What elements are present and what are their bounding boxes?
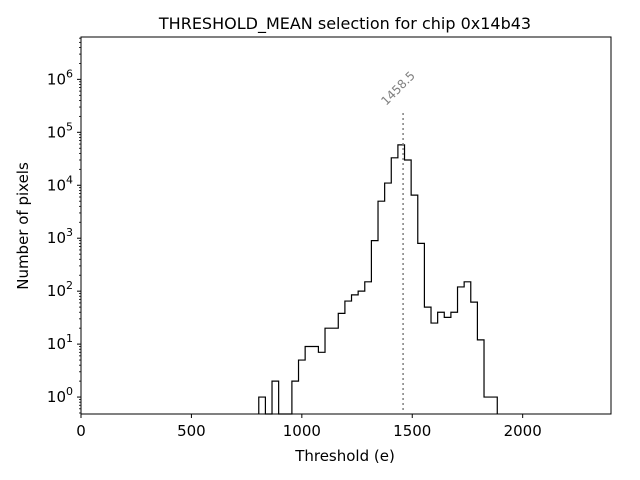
y-axis-label: Number of pixels xyxy=(14,162,32,290)
y-tick-label: 100 xyxy=(47,385,73,406)
y-tick-label: 103 xyxy=(47,226,73,247)
x-axis-label: Threshold (e) xyxy=(294,447,395,465)
y-tick-label: 105 xyxy=(47,120,73,141)
y-tick-label: 106 xyxy=(47,67,73,88)
histogram-step-line xyxy=(258,144,498,415)
plot-area: 1458.5 xyxy=(80,36,612,415)
x-tick-label: 500 xyxy=(177,422,206,440)
x-tick-label: 0 xyxy=(76,422,86,440)
chart-title: THRESHOLD_MEAN selection for chip 0x14b4… xyxy=(158,14,531,34)
y-axis-ticks: 100 101 102 103 104 105 106 xyxy=(47,37,81,414)
x-tick-label: 2000 xyxy=(504,422,542,440)
x-tick-label: 1500 xyxy=(393,422,431,440)
plot-frame xyxy=(80,36,612,415)
y-tick-label: 104 xyxy=(47,173,73,194)
x-tick-label: 1000 xyxy=(283,422,321,440)
x-axis-ticks: 0 500 1000 1500 2000 xyxy=(76,414,542,440)
y-tick-label: 101 xyxy=(47,332,73,353)
y-tick-label: 102 xyxy=(47,279,73,300)
threshold-marker-label: 1458.5 xyxy=(378,69,418,109)
